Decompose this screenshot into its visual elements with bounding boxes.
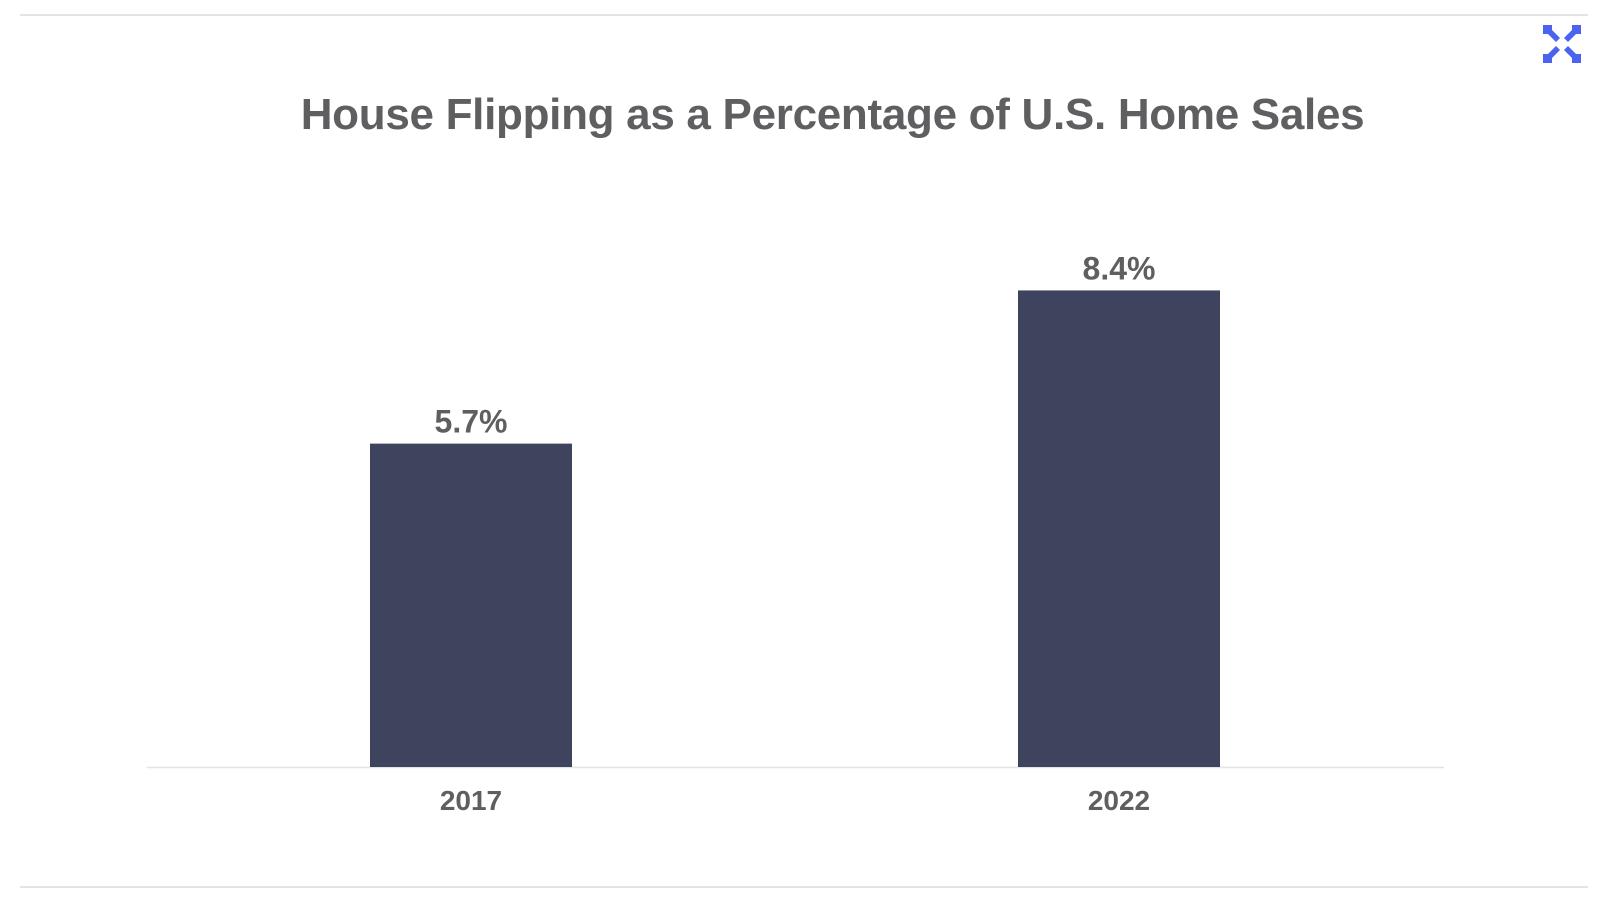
x-tick-label-2017: 2017 (440, 785, 502, 816)
bar-value-label-2022: 8.4% (1083, 250, 1156, 286)
bar-2017 (370, 443, 572, 767)
chart-title: House Flipping as a Percentage of U.S. H… (300, 90, 1365, 139)
brand-logo-icon (1543, 25, 1581, 63)
bottom-divider (20, 886, 1588, 888)
x-tick-label-2022: 2022 (1088, 785, 1150, 816)
top-divider (20, 14, 1588, 16)
bar-2022 (1018, 290, 1220, 767)
bar-value-label-2017: 5.7% (435, 404, 508, 440)
